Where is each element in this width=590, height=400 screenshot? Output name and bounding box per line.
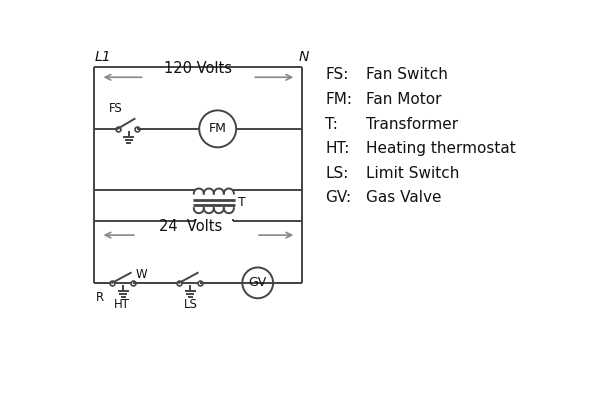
Text: W: W: [135, 268, 147, 281]
Text: Fan Motor: Fan Motor: [366, 92, 441, 107]
Text: 120 Volts: 120 Volts: [165, 61, 232, 76]
Text: FS:: FS:: [326, 67, 349, 82]
Text: GV:: GV:: [326, 190, 352, 206]
Text: Gas Valve: Gas Valve: [366, 190, 441, 206]
Text: HT: HT: [114, 298, 130, 311]
Text: GV: GV: [248, 276, 267, 289]
Text: LS: LS: [183, 298, 197, 311]
Text: T: T: [238, 196, 245, 209]
Text: R: R: [96, 290, 104, 304]
Text: FS: FS: [109, 102, 123, 115]
Text: Fan Switch: Fan Switch: [366, 67, 447, 82]
Text: Transformer: Transformer: [366, 116, 458, 132]
Text: L1: L1: [94, 50, 111, 64]
Text: HT:: HT:: [326, 141, 350, 156]
Text: Heating thermostat: Heating thermostat: [366, 141, 515, 156]
Text: FM:: FM:: [326, 92, 352, 107]
Text: T:: T:: [326, 116, 338, 132]
Text: LS:: LS:: [326, 166, 349, 181]
Text: Limit Switch: Limit Switch: [366, 166, 459, 181]
Text: FM: FM: [209, 122, 227, 135]
Text: N: N: [299, 50, 309, 64]
Text: 24  Volts: 24 Volts: [159, 218, 222, 234]
